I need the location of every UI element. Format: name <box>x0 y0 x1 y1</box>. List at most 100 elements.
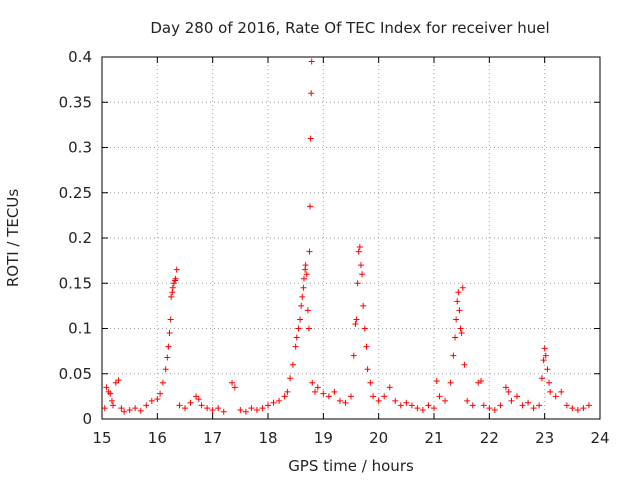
data-point <box>169 284 176 291</box>
data-point <box>355 248 362 255</box>
data-point <box>464 397 471 404</box>
data-point <box>436 393 443 400</box>
data-point <box>305 325 312 332</box>
data-point <box>403 399 410 406</box>
data-point <box>306 248 313 255</box>
data-point <box>143 402 150 409</box>
data-point <box>170 280 177 287</box>
data-point <box>159 379 166 386</box>
data-point <box>478 377 485 384</box>
data-point <box>132 405 139 412</box>
data-point <box>352 320 359 327</box>
data-point <box>112 379 119 386</box>
data-point <box>314 384 321 391</box>
data-point <box>270 399 277 406</box>
data-point <box>486 405 493 412</box>
x-tick-label: 20 <box>369 429 388 447</box>
data-point <box>198 402 205 409</box>
data-point <box>360 302 367 309</box>
data-point <box>331 388 338 395</box>
data-point <box>118 405 125 412</box>
x-tick-labels: 15 16 17 18 19 20 21 22 23 24 <box>92 429 609 447</box>
data-point <box>452 334 459 341</box>
data-point <box>110 402 117 409</box>
data-point <box>248 405 255 412</box>
data-point <box>574 406 581 413</box>
data-point <box>115 377 122 384</box>
data-point <box>381 393 388 400</box>
data-point <box>480 402 487 409</box>
data-point <box>397 402 404 409</box>
x-tick-label: 24 <box>590 429 609 447</box>
data-point <box>455 289 462 296</box>
axis-ticks <box>101 56 601 420</box>
x-tick-label: 23 <box>535 429 554 447</box>
data-point <box>303 271 310 278</box>
data-point <box>165 343 172 350</box>
data-point <box>172 275 179 282</box>
data-point <box>519 402 526 409</box>
data-point <box>154 396 161 403</box>
y-tick-label: 0.4 <box>68 48 92 66</box>
data-point <box>276 397 283 404</box>
data-point <box>336 397 343 404</box>
data-point <box>166 330 173 337</box>
data-point <box>300 275 307 282</box>
data-point <box>304 307 311 314</box>
data-point <box>215 405 222 412</box>
data-point <box>302 266 309 273</box>
data-point <box>173 266 180 273</box>
y-tick-label: 0.15 <box>59 274 92 292</box>
x-axis-label: GPS time / hours <box>288 457 414 475</box>
data-point <box>386 384 393 391</box>
data-point <box>450 352 457 359</box>
data-point <box>229 379 236 386</box>
data-point <box>392 397 399 404</box>
data-point <box>298 302 305 309</box>
y-tick-label: 0.05 <box>59 365 92 383</box>
data-point <box>580 405 587 412</box>
data-point <box>508 397 515 404</box>
data-point <box>265 402 271 409</box>
data-point <box>364 366 371 373</box>
data-point <box>308 58 315 65</box>
x-tick-label: 16 <box>148 429 167 447</box>
y-tick-label: 0.35 <box>59 93 92 111</box>
data-point <box>408 402 415 409</box>
data-point <box>356 244 363 251</box>
x-tick-label: 22 <box>480 429 499 447</box>
data-point <box>547 388 554 395</box>
data-point <box>502 384 509 391</box>
data-point <box>348 393 354 400</box>
data-point <box>292 343 299 350</box>
x-tick-label: 15 <box>92 429 111 447</box>
data-point <box>433 377 440 384</box>
data-point <box>231 384 238 391</box>
data-point <box>540 357 547 364</box>
data-point <box>195 396 202 403</box>
data-point <box>354 280 361 287</box>
data-point <box>259 405 266 412</box>
chart-title: Day 280 of 2016, Rate Of TEC Index for r… <box>150 19 549 37</box>
data-point <box>514 393 520 400</box>
data-point <box>320 390 327 397</box>
data-point <box>242 408 249 415</box>
data-point <box>168 293 175 300</box>
data-point <box>491 406 498 413</box>
data-point <box>541 345 548 352</box>
data-point <box>164 354 171 361</box>
data-point <box>359 271 366 278</box>
data-point <box>544 366 551 373</box>
data-point <box>497 402 504 409</box>
data-point <box>187 399 194 406</box>
data-point <box>309 379 316 386</box>
y-tick-label: 0.3 <box>68 139 92 157</box>
y-tick-label: 0.2 <box>68 229 92 247</box>
data-point <box>454 298 461 305</box>
data-point <box>342 399 349 406</box>
data-point <box>375 397 382 404</box>
data-point <box>461 361 468 368</box>
data-point <box>312 388 319 395</box>
y-tick-labels: 0 0.05 0.1 0.15 0.2 0.25 0.3 0.35 0.4 <box>59 48 92 428</box>
data-point <box>108 397 115 404</box>
